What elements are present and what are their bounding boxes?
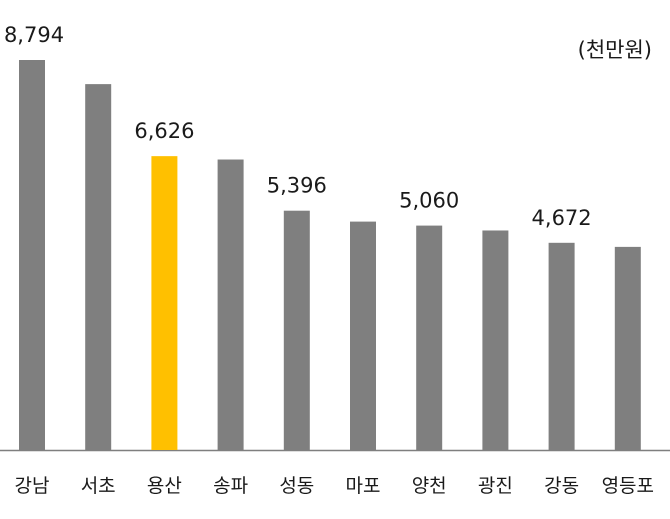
x-tick-label: 송파 (213, 475, 248, 497)
x-tick-label: 용산 (147, 475, 182, 497)
bar-영등포 (614, 246, 641, 450)
x-tick-label: 서초 (81, 475, 116, 497)
x-tick-label: 강동 (544, 475, 579, 497)
x-tick-label: 성동 (279, 475, 314, 497)
x-tick-label: 양천 (412, 475, 447, 497)
unit-label: (천만원) (577, 38, 652, 62)
bar-강동 (548, 242, 575, 450)
bar-송파 (217, 159, 244, 450)
x-tick-label: 광진 (478, 475, 513, 497)
bar-강남 (19, 60, 45, 450)
bar-마포 (350, 221, 376, 450)
bar-양천 (416, 225, 443, 450)
bar-광진 (482, 230, 509, 450)
bar-성동 (283, 210, 310, 450)
data-label: 8,794 (4, 23, 64, 47)
data-label: 4,672 (532, 206, 592, 230)
x-tick-label: 영등포 (602, 475, 654, 497)
bar-용산 (151, 156, 178, 450)
x-tick-label: 마포 (346, 475, 381, 497)
data-label: 5,396 (267, 174, 327, 198)
data-label: 6,626 (134, 119, 194, 143)
data-label: 5,060 (399, 189, 459, 213)
x-tick-label: 강남 (15, 475, 50, 497)
bar-서초 (85, 84, 112, 450)
